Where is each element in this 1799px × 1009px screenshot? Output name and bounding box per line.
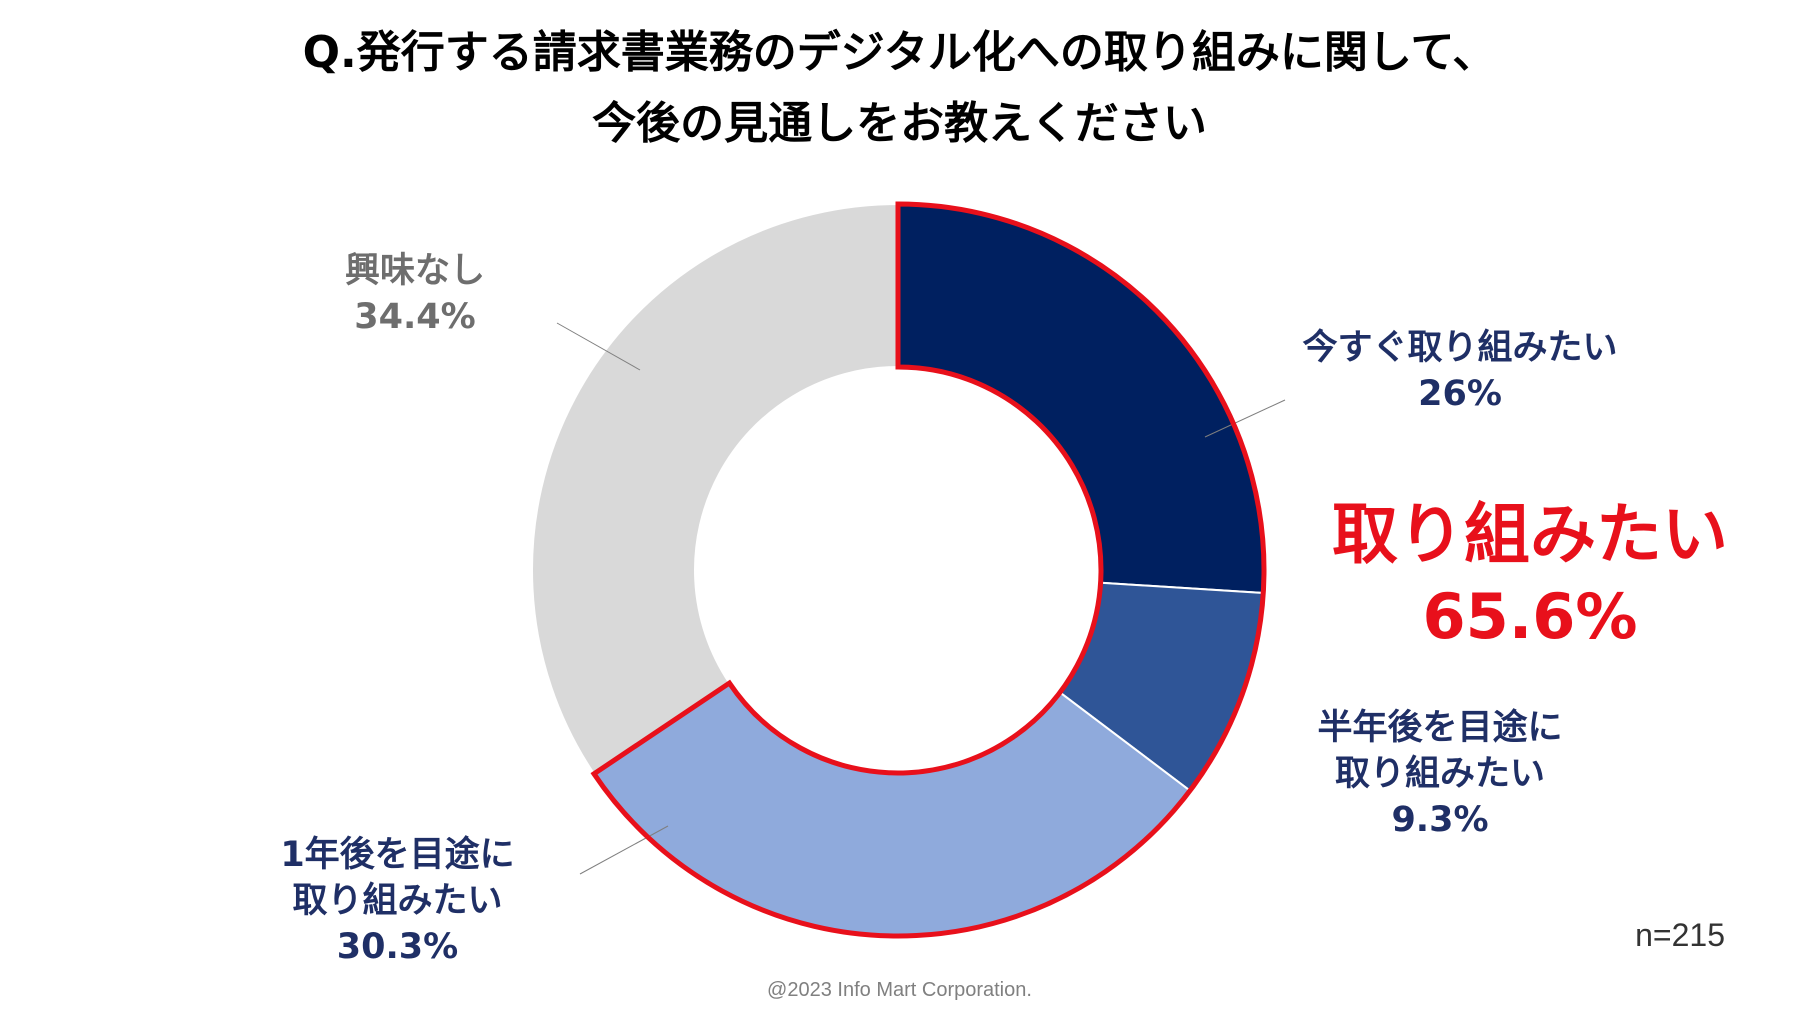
leader-line-one-year [579,825,669,875]
leader-line-none [556,322,641,371]
highlight-label: 取り組みたい [1332,496,1728,573]
slice-label-none-value: 34.4% [354,297,476,337]
chart-title-line2: 今後の見通しをお教えください [592,98,1207,149]
slice-label-half-year-value: 9.3% [1391,800,1489,840]
slice-label-now-value: 26% [1418,374,1502,414]
slice-label-one-year: 1年後を目途に 取り組みたい 30.3% [225,832,570,970]
slice-none [531,202,899,776]
slice-label-none-name: 興味なし [344,251,485,291]
copyright: @2023 Info Mart Corporation. [767,979,1032,1001]
slice-label-half-year-name-1: 半年後を目途に [1317,708,1563,748]
highlight-value: 65.6% [1422,580,1638,653]
highlight-outline [590,201,1267,939]
leader-line-now [1204,399,1286,438]
slice-label-now: 今すぐ取り組みたい 26% [1240,325,1680,417]
slice-now [897,202,1265,595]
slice-label-none: 興味なし 34.4% [300,248,530,340]
slice-label-one-year-name-1: 1年後を目途に [280,835,515,875]
sample-size: n=215 [1635,917,1725,953]
slice-label-half-year: 半年後を目途に 取り組みたい 9.3% [1265,705,1615,843]
slice-label-one-year-name-2: 取り組みたい [292,881,503,921]
slice-label-one-year-value: 30.3% [336,927,459,967]
highlight-callout: 取り組みたい 65.6% [1300,493,1760,657]
chart-title-line1: Q.発行する請求書業務のデジタル化への取り組みに関して、 [302,27,1497,78]
slice-label-half-year-name-2: 取り組みたい [1334,754,1545,794]
slice-label-now-name: 今すぐ取り組みたい [1302,328,1618,368]
